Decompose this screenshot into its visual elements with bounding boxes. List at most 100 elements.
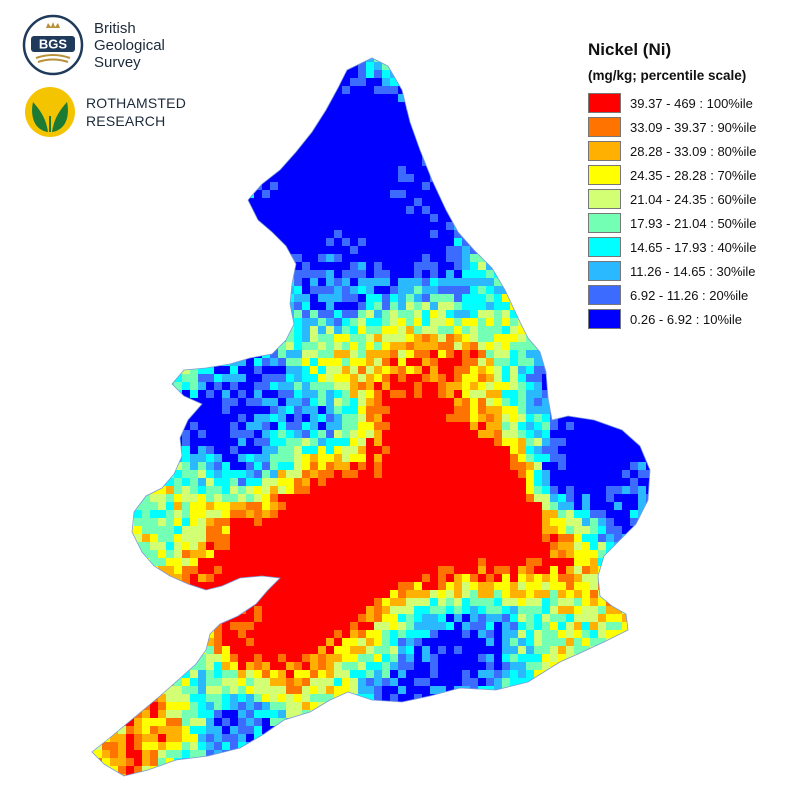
raster-cell	[318, 294, 327, 303]
raster-cell	[182, 174, 191, 183]
raster-cell	[142, 262, 151, 271]
raster-cell	[566, 486, 575, 495]
raster-cell	[214, 590, 223, 599]
raster-cell	[510, 174, 519, 183]
raster-cell	[374, 502, 383, 511]
raster-cell	[558, 462, 567, 471]
raster-cell	[494, 214, 503, 223]
raster-cell	[502, 494, 511, 503]
raster-cell	[286, 566, 295, 575]
raster-cell	[478, 278, 487, 287]
raster-cell	[230, 542, 239, 551]
raster-cell	[430, 270, 439, 279]
raster-cell	[406, 366, 415, 375]
raster-cell	[174, 222, 183, 231]
raster-cell	[230, 302, 239, 311]
raster-cell	[246, 502, 255, 511]
raster-cell	[502, 326, 511, 335]
raster-cell	[454, 374, 463, 383]
raster-cell	[334, 558, 343, 567]
raster-cell	[486, 510, 495, 519]
raster-cell	[486, 246, 495, 255]
raster-cell	[294, 206, 303, 215]
raster-cell	[198, 598, 207, 607]
raster-cell	[126, 462, 135, 471]
raster-cell	[294, 454, 303, 463]
raster-cell	[398, 158, 407, 167]
raster-cell	[166, 190, 175, 199]
raster-cell	[398, 430, 407, 439]
raster-cell	[486, 166, 495, 175]
raster-cell	[174, 526, 183, 535]
raster-cell	[286, 526, 295, 535]
raster-cell	[278, 510, 287, 519]
raster-cell	[558, 422, 567, 431]
raster-cell	[174, 582, 183, 591]
raster-cell	[238, 342, 247, 351]
raster-cell	[230, 62, 239, 71]
raster-cell	[502, 342, 511, 351]
raster-cell	[454, 598, 463, 607]
raster-cell	[558, 294, 567, 303]
raster-cell	[118, 414, 127, 423]
raster-cell	[92, 398, 95, 407]
raster-cell	[198, 278, 207, 287]
raster-cell	[294, 422, 303, 431]
raster-cell	[92, 342, 95, 351]
raster-cell	[92, 326, 95, 335]
raster-cell	[110, 94, 119, 103]
raster-cell	[630, 374, 639, 383]
raster-cell	[630, 582, 639, 591]
raster-cell	[326, 206, 335, 215]
raster-cell	[326, 318, 335, 327]
raster-cell	[310, 246, 319, 255]
raster-cell	[606, 422, 615, 431]
raster-cell	[518, 262, 527, 271]
raster-cell	[326, 94, 335, 103]
raster-cell	[630, 518, 639, 527]
raster-cell	[342, 478, 351, 487]
raster-cell	[238, 486, 247, 495]
raster-cell	[230, 342, 239, 351]
raster-cell	[206, 166, 215, 175]
raster-cell	[414, 542, 423, 551]
raster-cell	[558, 142, 567, 151]
raster-cell	[142, 534, 151, 543]
raster-cell	[486, 158, 495, 167]
raster-cell	[382, 310, 391, 319]
raster-cell	[438, 206, 447, 215]
raster-cell	[318, 382, 327, 391]
raster-cell	[406, 566, 415, 575]
raster-cell	[270, 222, 279, 231]
raster-cell	[198, 446, 207, 455]
raster-cell	[310, 198, 319, 207]
raster-cell	[446, 462, 455, 471]
raster-cell	[94, 334, 103, 343]
raster-cell	[566, 366, 575, 375]
raster-cell	[654, 494, 663, 503]
raster-cell	[526, 366, 535, 375]
raster-cell	[214, 390, 223, 399]
raster-cell	[630, 446, 639, 455]
raster-cell	[142, 318, 151, 327]
raster-cell	[510, 382, 519, 391]
raster-cell	[342, 126, 351, 135]
raster-cell	[598, 510, 607, 519]
raster-cell	[230, 118, 239, 127]
raster-cell	[358, 310, 367, 319]
raster-cell	[246, 574, 255, 583]
raster-cell	[254, 158, 263, 167]
raster-cell	[566, 406, 575, 415]
raster-cell	[270, 350, 279, 359]
raster-cell	[318, 142, 327, 151]
raster-cell	[302, 318, 311, 327]
raster-cell	[454, 150, 463, 159]
raster-cell	[142, 182, 151, 191]
raster-cell	[534, 422, 543, 431]
raster-cell	[318, 198, 327, 207]
raster-cell	[262, 126, 271, 135]
raster-cell	[422, 590, 431, 599]
raster-cell	[406, 422, 415, 431]
raster-cell	[270, 62, 279, 71]
raster-cell	[470, 294, 479, 303]
